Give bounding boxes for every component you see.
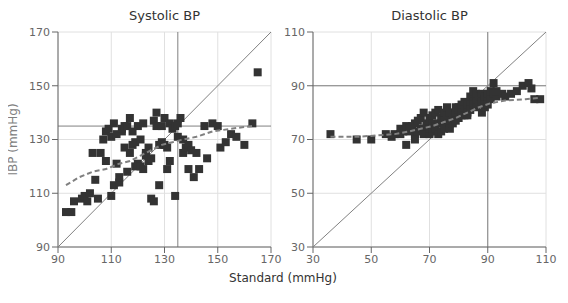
svg-text:110: 110 <box>101 253 122 266</box>
svg-text:110: 110 <box>284 26 305 39</box>
svg-text:170: 170 <box>29 26 50 39</box>
svg-text:130: 130 <box>29 133 50 146</box>
html-text:Standard (mmHg): Standard (mmHg) <box>229 271 337 285</box>
svg-text:50: 50 <box>291 187 305 200</box>
html-text:Diastolic BP: Diastolic BP <box>391 8 468 23</box>
svg-text:50: 50 <box>364 253 378 266</box>
svg-text:90: 90 <box>291 80 305 93</box>
svg-text:130: 130 <box>154 253 175 266</box>
svg-text:110: 110 <box>536 253 557 266</box>
svg-text:90: 90 <box>51 253 65 266</box>
svg-text:110: 110 <box>29 187 50 200</box>
svg-text:150: 150 <box>207 253 228 266</box>
svg-text:70: 70 <box>423 253 437 266</box>
svg-text:150: 150 <box>29 80 50 93</box>
svg-text:30: 30 <box>291 241 305 254</box>
svg-text:90: 90 <box>481 253 495 266</box>
svg-text:90: 90 <box>36 241 50 254</box>
svg-text:30: 30 <box>306 253 320 266</box>
svg-text:IBP (mmHg): IBP (mmHg) <box>8 103 20 175</box>
svg-text:170: 170 <box>261 253 282 266</box>
html-text:Systolic BP: Systolic BP <box>129 8 200 23</box>
svg-text:70: 70 <box>291 133 305 146</box>
